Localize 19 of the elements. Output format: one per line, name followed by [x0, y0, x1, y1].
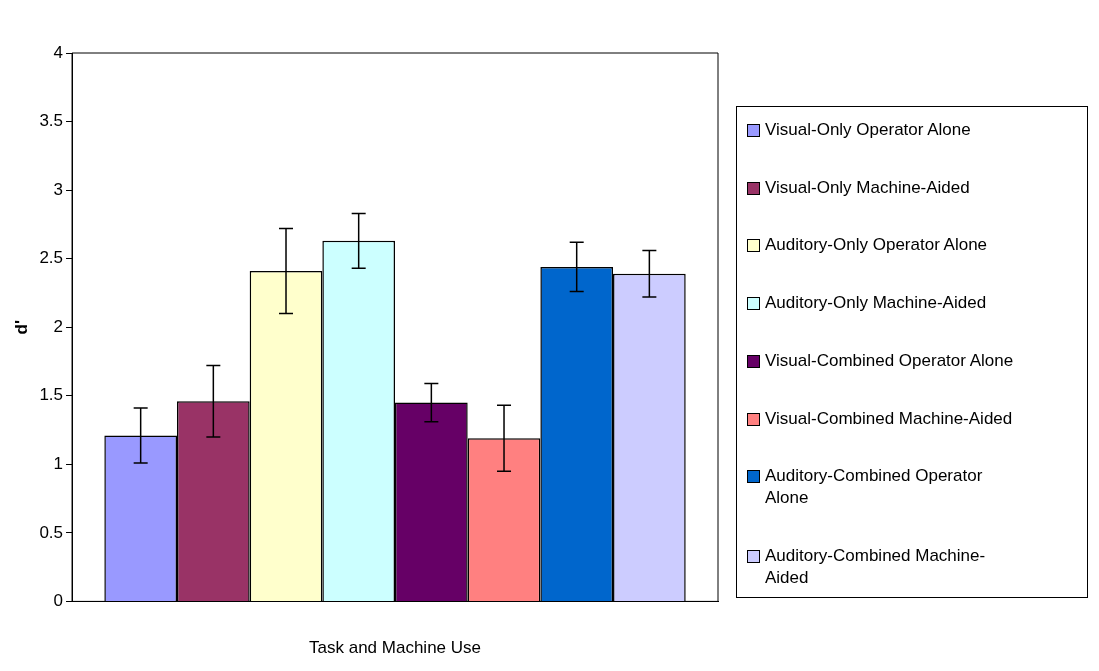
legend-label: Auditory-Only Machine-Aided: [765, 292, 988, 315]
x-axis-title: Task and Machine Use: [309, 638, 482, 658]
legend-label: Visual-Only Machine-Aided: [765, 176, 971, 199]
legend-label: Visual-Only Operator Alone: [765, 119, 972, 141]
y-tick-label: 3: [53, 179, 64, 199]
y-tick-label: 0: [53, 591, 64, 611]
legend-label: Visual-Combined Machine-Aided: [765, 407, 1014, 430]
legend-label: Visual-Combined Operator Alone: [765, 349, 1015, 372]
y-tick-label: 2: [53, 316, 64, 336]
y-axis-title: d': [11, 319, 31, 335]
legend-label: Auditory-Combined Machine-Aided: [765, 544, 987, 589]
legend-label: Auditory-Only Operator Alone: [765, 234, 989, 257]
y-tick-label: 1: [53, 453, 64, 473]
legend-label: Auditory-Combined Operator Alone: [765, 465, 984, 510]
y-tick-label: 3.5: [39, 111, 64, 131]
y-tick-label: 1.5: [39, 385, 64, 405]
y-tick-label: 0.5: [39, 522, 64, 542]
y-tick-label: 4: [53, 42, 64, 62]
y-tick-label: 2.5: [39, 248, 64, 268]
